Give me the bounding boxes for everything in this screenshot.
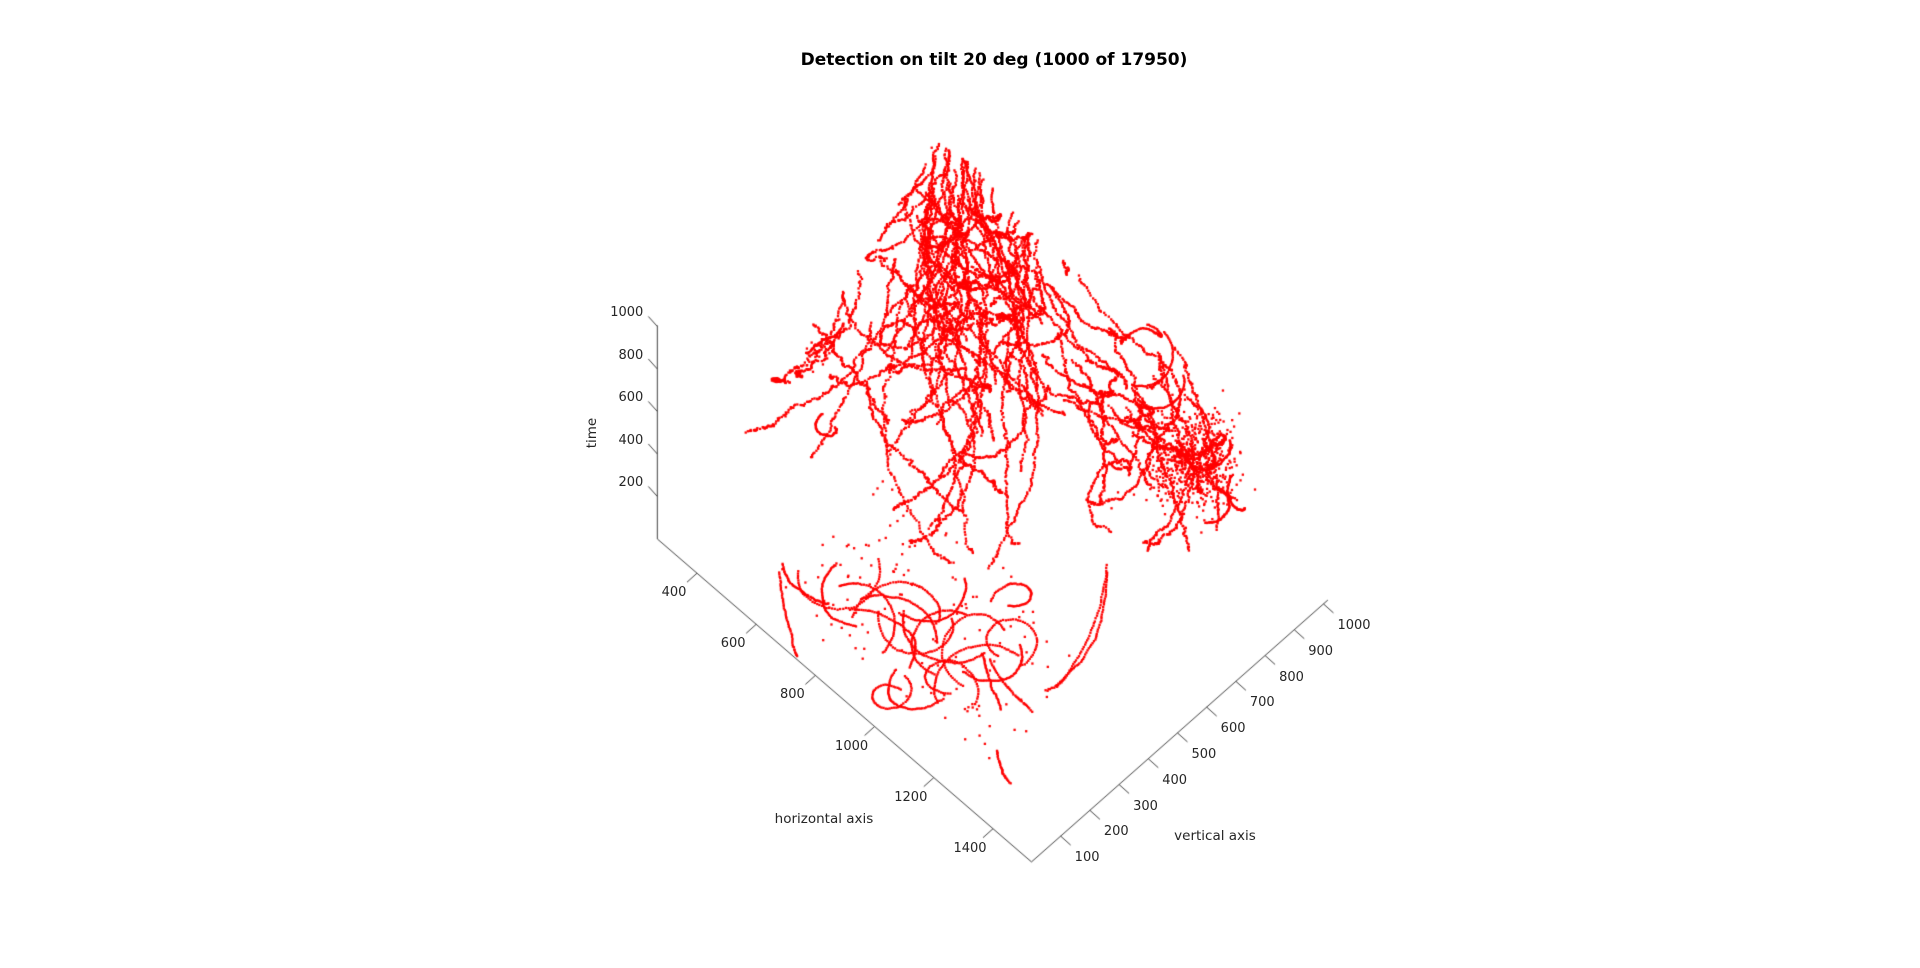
chart-title: Detection on tilt 20 deg (1000 of 17950)	[800, 50, 1188, 70]
z-axis-label: time	[584, 417, 600, 449]
y-axis-label: vertical axis	[1174, 828, 1256, 844]
x-axis-label: horizontal axis	[774, 811, 874, 827]
